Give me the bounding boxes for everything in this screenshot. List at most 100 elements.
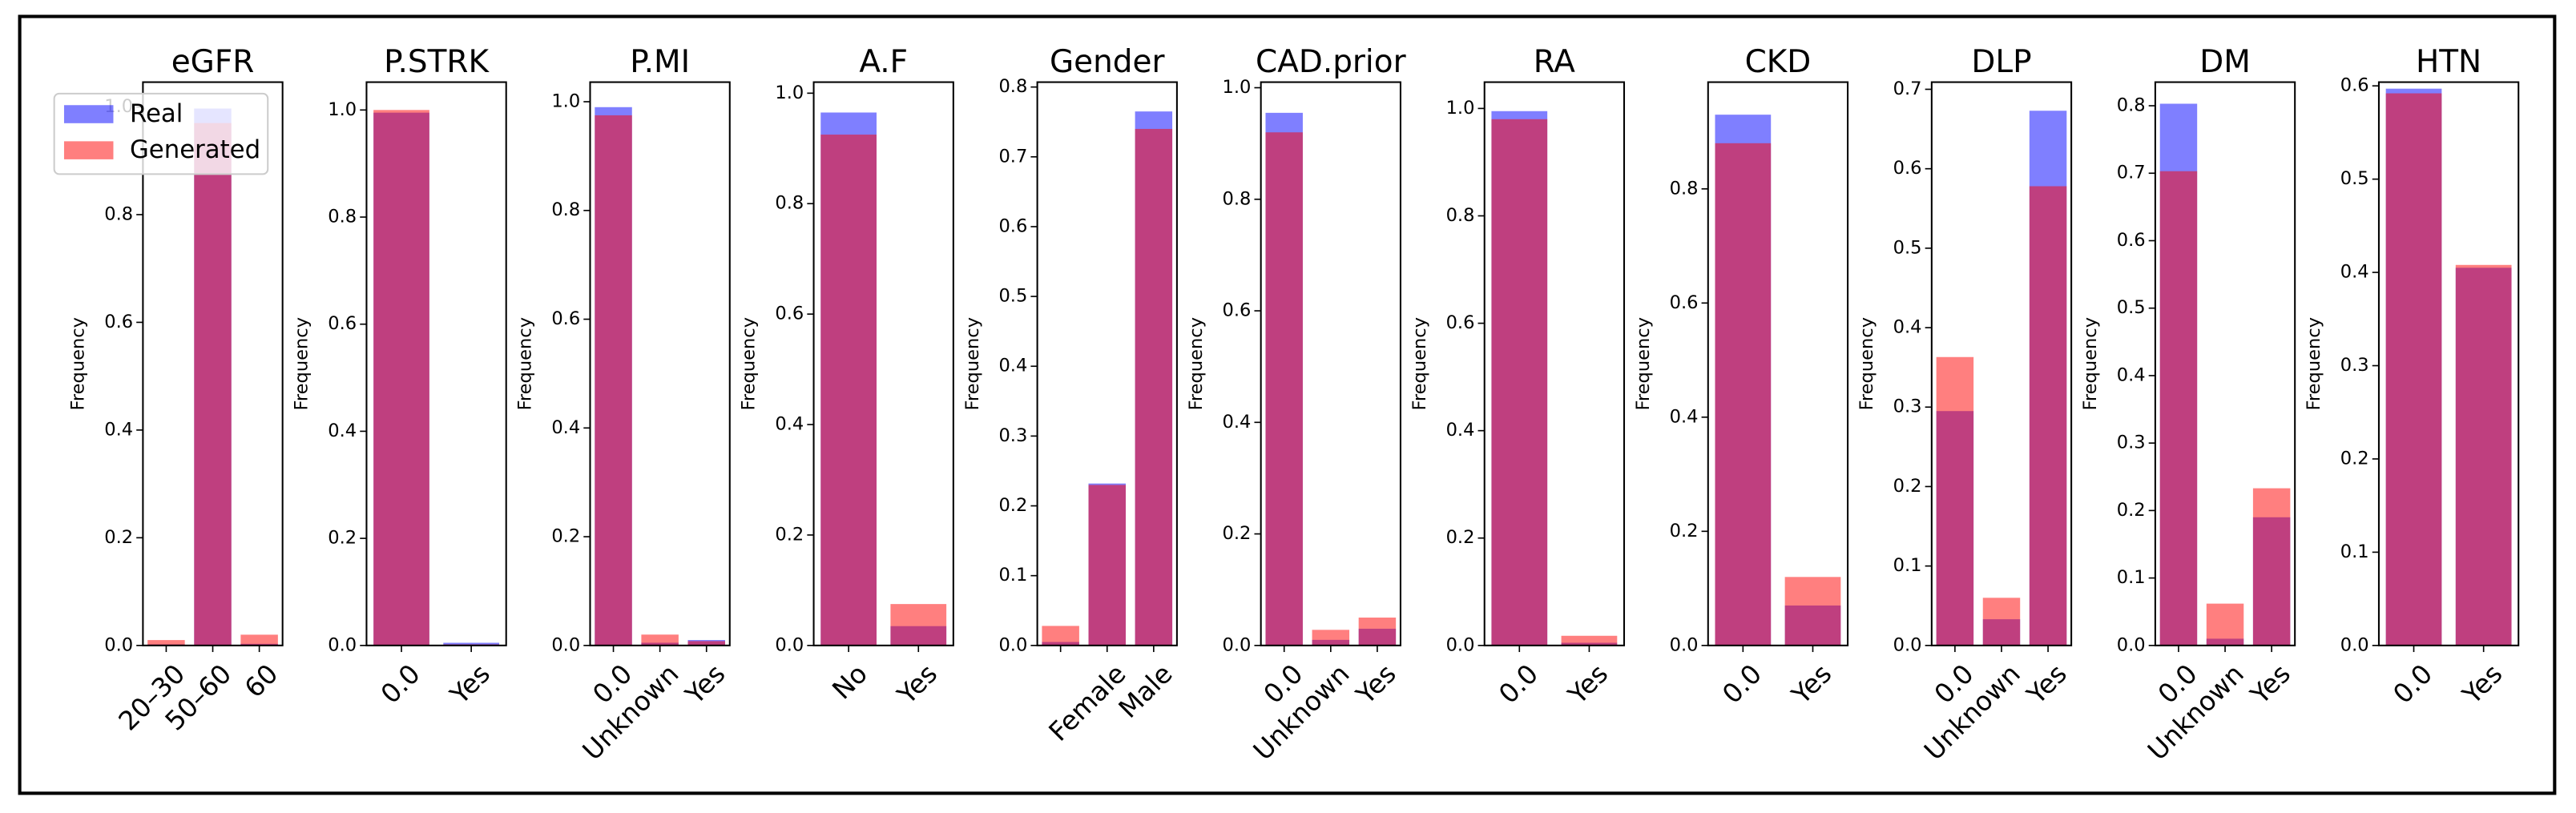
y-tick-label: 0.0 (2340, 634, 2369, 655)
bar (2159, 171, 2198, 646)
y-axis-label: Frequency (1409, 317, 1430, 410)
x-tick-label: 60 (239, 658, 284, 703)
y-axis-label: Frequency (2304, 317, 2324, 410)
y-tick-label: 0.6 (2117, 230, 2146, 251)
y-tick-label: 0.7 (2117, 163, 2146, 183)
bar (595, 115, 632, 646)
axes-frame (365, 81, 507, 646)
x-tick-label: Yes (1562, 658, 1614, 710)
subplot-title: RA (1534, 44, 1575, 80)
y-tick-label: 0.2 (1446, 527, 1475, 548)
bar (820, 135, 877, 646)
bar (443, 642, 500, 646)
subplot-title: P.MI (630, 44, 690, 80)
x-tick-label: 0.0 (375, 658, 426, 710)
x-tick-label: 0.0 (2388, 658, 2439, 710)
y-tick-label: 0.6 (775, 304, 804, 324)
y-tick-label: 0.2 (775, 524, 804, 545)
bar (687, 641, 725, 646)
subplot-title: A.F (859, 44, 908, 80)
y-tick-label: 0.0 (998, 634, 1027, 655)
y-tick-label: 0.0 (1446, 634, 1475, 655)
y-tick-label: 0.8 (775, 193, 804, 214)
y-tick-label: 0.0 (775, 634, 804, 655)
y-tick-label: 0.4 (998, 356, 1027, 376)
axes-frame (1930, 81, 2073, 646)
y-tick-label: 0.6 (998, 215, 1027, 236)
y-tick-label: 0.1 (2117, 567, 2146, 588)
bar (147, 640, 185, 646)
y-tick-label: 0.4 (1223, 412, 1252, 433)
x-tick-label: Yes (444, 658, 496, 710)
bar (1088, 485, 1126, 646)
legend-label: Generated (130, 135, 260, 164)
y-tick-label: 0.4 (1446, 420, 1475, 441)
subplot-title: HTN (2416, 44, 2481, 80)
y-tick-label: 0.8 (104, 203, 133, 224)
y-tick-label: 0.5 (2340, 168, 2369, 189)
bar (2455, 264, 2512, 646)
bar (1561, 635, 1618, 646)
y-tick-label: 0.1 (1893, 555, 1922, 576)
y-tick-label: 0.0 (104, 634, 133, 655)
y-tick-label: 0.4 (328, 421, 357, 441)
x-tick-label: Yes (1350, 658, 1402, 710)
axes-frame (812, 81, 954, 646)
y-tick-label: 0.8 (551, 199, 580, 220)
bar (1312, 630, 1350, 646)
x-tick-label: Yes (2456, 658, 2508, 710)
y-tick-label: 0.2 (104, 527, 133, 548)
axes-frame (1036, 81, 1178, 646)
axes-frame (1483, 81, 1626, 646)
axes-frame (1707, 81, 1849, 646)
y-tick-label: 0.6 (1446, 312, 1475, 333)
y-tick-label: 0.3 (998, 425, 1027, 446)
y-tick-label: 0.6 (104, 312, 133, 332)
y-tick-label: 0.4 (2117, 364, 2146, 385)
subplot-title: P.STRK (384, 44, 490, 80)
subplot-title: CKD (1745, 44, 1812, 80)
y-tick-label: 0.6 (551, 308, 580, 329)
subplot-title: CAD.prior (1256, 44, 1407, 80)
y-tick-label: 0.8 (328, 207, 357, 227)
axes-frame (1260, 81, 1401, 646)
subplot-title: DLP (1971, 44, 2031, 80)
y-tick-label: 0.2 (2340, 448, 2369, 469)
y-tick-label: 1.0 (328, 99, 357, 120)
y-tick-label: 0.2 (551, 526, 580, 547)
y-tick-label: 1.0 (1446, 98, 1475, 119)
bar (1042, 626, 1079, 646)
y-tick-label: 0.4 (104, 419, 133, 440)
y-tick-label: 1.0 (551, 91, 580, 111)
y-tick-label: 0.5 (2117, 297, 2146, 318)
bar (373, 110, 429, 646)
bar (240, 634, 278, 646)
y-tick-label: 0.3 (2340, 355, 2369, 376)
y-tick-label: 0.6 (1893, 158, 1922, 179)
x-tick-label: Yes (2021, 658, 2073, 710)
x-tick-label: Male (1113, 658, 1179, 724)
y-tick-label: 0.0 (1893, 634, 1922, 655)
x-tick-label: Yes (2244, 658, 2296, 710)
y-axis-label: Frequency (739, 317, 760, 410)
bar (641, 634, 679, 646)
bar (1715, 143, 1772, 646)
y-axis-label: Frequency (515, 317, 536, 410)
y-tick-label: 0.8 (1670, 178, 1699, 199)
y-tick-label: 0.3 (1893, 396, 1922, 417)
y-axis-label: Frequency (1186, 317, 1207, 410)
y-axis-label: Frequency (292, 317, 312, 410)
y-tick-label: 0.3 (2117, 433, 2146, 453)
bar (2206, 603, 2244, 646)
y-tick-label: 1.0 (1223, 77, 1252, 98)
y-axis-label: Frequency (1856, 317, 1877, 410)
y-axis-label: Frequency (68, 317, 89, 410)
y-tick-label: 0.2 (1223, 523, 1252, 544)
subplot-title: eGFR (171, 44, 255, 80)
legend-swatch (63, 105, 114, 123)
y-tick-label: 0.6 (1670, 292, 1699, 313)
subplot-title: Gender (1050, 44, 1165, 80)
bar (2252, 488, 2291, 646)
